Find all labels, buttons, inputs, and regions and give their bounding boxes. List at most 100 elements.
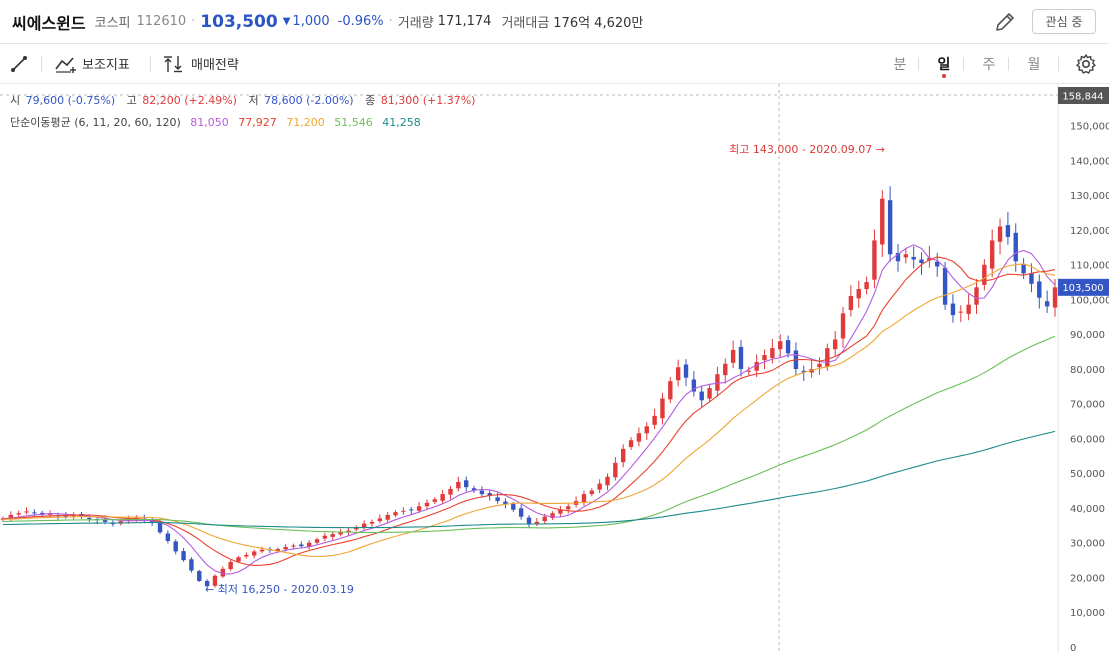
candle-body bbox=[157, 521, 163, 533]
candle-body bbox=[597, 483, 602, 490]
candle-body bbox=[675, 367, 681, 381]
indicator-label: 보조지표 bbox=[82, 58, 130, 73]
draw-line-icon[interactable] bbox=[10, 55, 28, 73]
candle-body bbox=[1021, 263, 1026, 274]
volume-label: 거래량 bbox=[397, 16, 434, 31]
candle-body bbox=[299, 544, 304, 547]
candle-body bbox=[518, 508, 524, 517]
candle-body bbox=[330, 534, 335, 537]
candle-body bbox=[385, 514, 390, 520]
edit-pencil-icon[interactable] bbox=[993, 10, 1017, 34]
candle-body bbox=[432, 499, 437, 502]
separator: · bbox=[388, 14, 393, 29]
open-value: 79,600 (-0.75%) bbox=[25, 94, 116, 107]
candle-body bbox=[393, 512, 398, 516]
ma-line-20 bbox=[2, 263, 1056, 558]
candle-body bbox=[730, 349, 736, 363]
candle-body bbox=[636, 433, 642, 442]
y-tick-label: 120,000 bbox=[1070, 226, 1109, 237]
current-price-marker bbox=[1058, 278, 1109, 296]
candle-body bbox=[832, 339, 838, 350]
candle-body bbox=[895, 253, 901, 262]
candle-body bbox=[275, 549, 280, 552]
candle-body bbox=[621, 448, 626, 463]
strategy-button[interactable]: 매매전략 bbox=[163, 54, 239, 73]
crosshair-price-marker bbox=[1058, 87, 1109, 104]
price-chart[interactable]: 150,000 140,000 130,000 120,000 110,000 100,0… bbox=[0, 84, 1109, 653]
candle-body bbox=[1005, 225, 1011, 237]
candle-body bbox=[534, 521, 540, 524]
candle-body bbox=[220, 568, 226, 577]
candle-body bbox=[456, 481, 461, 489]
candle-body bbox=[872, 240, 877, 280]
change-rate: -0.96% bbox=[337, 14, 384, 29]
candle-body bbox=[244, 554, 249, 557]
period-day[interactable]: 일 bbox=[937, 57, 951, 73]
candle-body bbox=[558, 509, 563, 514]
close-label: 종 bbox=[365, 94, 376, 107]
ma-line-120 bbox=[2, 430, 1056, 529]
period-divider bbox=[918, 57, 919, 71]
crosshair-price-text: 158,844 bbox=[1062, 92, 1103, 103]
candle-body bbox=[361, 523, 367, 528]
candle-body bbox=[778, 341, 783, 350]
candle-body bbox=[102, 519, 108, 522]
candle-body bbox=[32, 512, 37, 514]
candle-body bbox=[322, 535, 328, 539]
candle-body bbox=[668, 381, 673, 400]
candle-body bbox=[24, 511, 29, 513]
candle-body bbox=[628, 440, 634, 447]
candle-body bbox=[989, 240, 995, 269]
candle-body bbox=[259, 549, 265, 552]
candle-body bbox=[864, 282, 869, 290]
candle-body bbox=[935, 261, 940, 267]
ma6-value: 81,050 bbox=[190, 116, 229, 129]
candle-body bbox=[566, 506, 571, 510]
y-tick-label: 50,000 bbox=[1070, 469, 1105, 480]
stock-name[interactable]: 씨에스윈드 bbox=[12, 13, 86, 33]
market-name: 코스피 bbox=[94, 16, 131, 31]
low-value: 78,600 (-2.00%) bbox=[264, 94, 354, 107]
candle-body bbox=[1044, 301, 1050, 307]
period-week[interactable]: 주 bbox=[982, 57, 996, 73]
y-tick-label: 110,000 bbox=[1070, 261, 1109, 272]
y-tick-label: 40,000 bbox=[1070, 504, 1105, 515]
candle-body bbox=[550, 513, 555, 518]
candle-body bbox=[479, 490, 485, 495]
y-tick-label: 90,000 bbox=[1070, 330, 1105, 341]
candle-body bbox=[856, 289, 861, 299]
candle-body bbox=[801, 370, 806, 373]
watch-button[interactable]: 관심 중 bbox=[1032, 9, 1096, 34]
low-label: 저 bbox=[248, 94, 259, 107]
candle-body bbox=[1052, 287, 1058, 308]
candle-body bbox=[409, 509, 414, 511]
candle-body bbox=[825, 348, 830, 367]
high-annotation: 최고 143,000 - 2020.09.07 → bbox=[729, 143, 885, 156]
period-minute[interactable]: 분 bbox=[893, 57, 907, 73]
candle-body bbox=[16, 513, 21, 515]
candle-body bbox=[416, 506, 422, 511]
candle-body bbox=[252, 551, 257, 556]
y-tick-label: 80,000 bbox=[1070, 365, 1105, 376]
candle-body bbox=[424, 502, 430, 507]
down-arrow-icon: ▼ bbox=[282, 16, 291, 27]
period-month[interactable]: 월 bbox=[1027, 57, 1041, 73]
indicator-button[interactable]: 보조지표 bbox=[55, 54, 130, 73]
candle-body bbox=[581, 494, 587, 503]
active-period-dot bbox=[942, 74, 946, 78]
ma-label: 단순이동평균 (6, 11, 20, 60, 120) bbox=[10, 116, 181, 129]
ma-legend: 단순이동평균 (6, 11, 20, 60, 120) 81,050 77,92… bbox=[10, 114, 423, 130]
candle-body bbox=[503, 501, 508, 505]
candle-body bbox=[354, 527, 359, 530]
candle-body bbox=[526, 517, 532, 524]
candle-body bbox=[762, 355, 767, 361]
candle-body bbox=[511, 504, 516, 510]
high-value: 82,200 (+2.49%) bbox=[142, 94, 237, 107]
y-tick-label: 0 bbox=[1070, 643, 1076, 653]
volume-value: 171,174 bbox=[437, 14, 492, 29]
settings-gear-icon[interactable] bbox=[1075, 53, 1097, 75]
open-label: 시 bbox=[10, 94, 21, 107]
y-tick-label: 130,000 bbox=[1070, 191, 1109, 202]
candle-body bbox=[966, 304, 971, 314]
candle-body bbox=[346, 530, 351, 532]
